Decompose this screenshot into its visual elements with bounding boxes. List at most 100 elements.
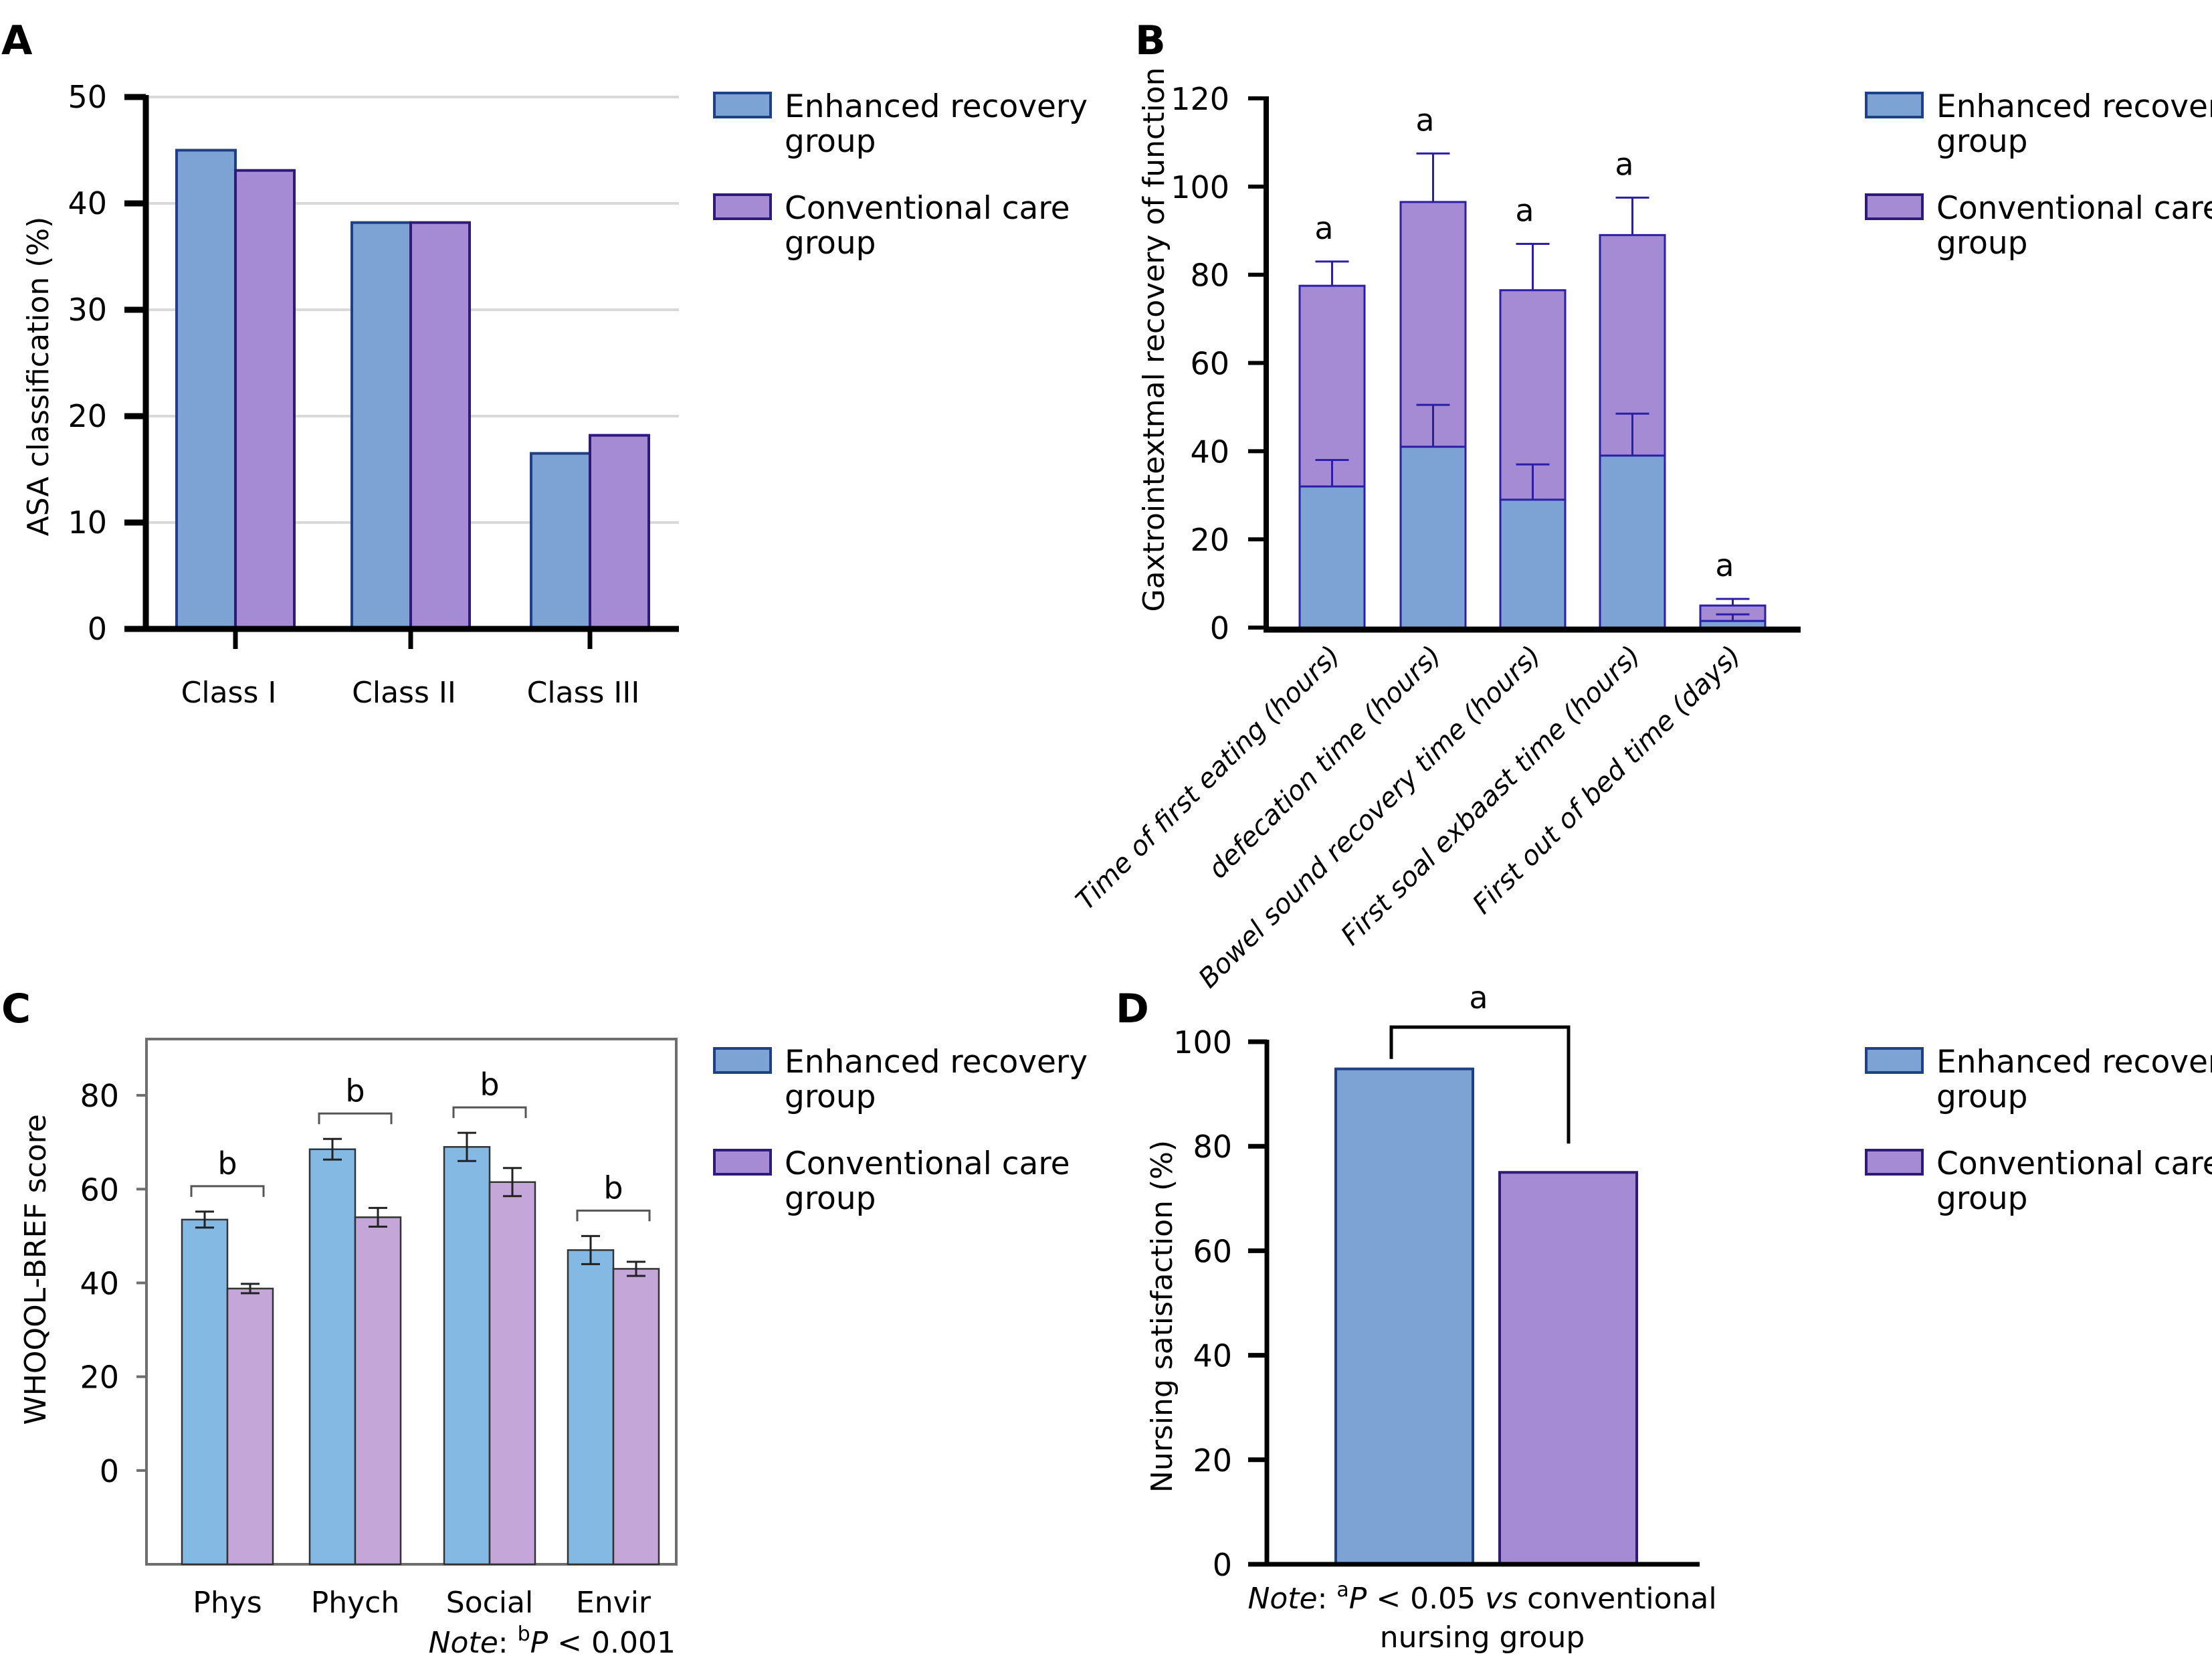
y-tick-label: 100: [1173, 1024, 1232, 1060]
y-tick-label: 20: [68, 398, 107, 434]
legend-label-line1: Enhanced recovery: [785, 1044, 1088, 1081]
significance-bracket: [318, 1112, 393, 1125]
legend-label-line2: group: [1936, 123, 2028, 160]
panel-a: A Class I Class II Class III 0 10 20 30 40 50 ASA …: [1, 17, 1088, 710]
significance-mark: a: [1469, 980, 1488, 1016]
x-tick-label: Bowel sound recovery time (hours): [1193, 640, 1546, 994]
y-tick-label: 0: [1210, 610, 1229, 646]
bar-conventional: [226, 1287, 274, 1566]
y-tick-label: 60: [1190, 346, 1229, 382]
legend-label-line2: group: [1936, 1180, 2028, 1217]
significance-mark: b: [603, 1170, 623, 1206]
significance-mark: a: [1415, 102, 1434, 138]
y-tick-label: 10: [68, 504, 107, 541]
note-line2: nursing group: [1380, 1620, 1585, 1655]
legend-label-line1: Enhanced recovery: [1936, 1044, 2212, 1081]
legend-label-line1: Conventional care: [785, 190, 1070, 227]
bar-conventional: [612, 1268, 660, 1566]
x-tick-label: Social: [446, 1586, 533, 1620]
y-tick-label: 40: [1193, 1338, 1232, 1374]
significance-mark: b: [345, 1073, 365, 1109]
panel-letter-c: C: [1, 986, 31, 1032]
bar-enhanced: [175, 149, 237, 630]
panel-c: C 0 20 40 60 80 b Phys b Phych b Social b Envir WHOQOL…: [1, 986, 1088, 1660]
legend-label-line1: Conventional care: [1936, 190, 2212, 227]
significance-bracket: [1389, 1025, 1571, 1144]
legend-label-line2: group: [785, 1079, 876, 1115]
y-tick-label: 20: [80, 1360, 119, 1396]
y-axis-title: ASA classification (%): [21, 217, 56, 537]
y-tick-label: 0: [88, 611, 107, 647]
panel-letter-a: A: [1, 17, 33, 64]
significance-mark: b: [217, 1145, 237, 1182]
legend-swatch-conventional: [1865, 193, 1924, 220]
bar-conventional: [589, 434, 650, 630]
y-tick-label: 20: [1190, 522, 1229, 558]
y-tick-label: 40: [1190, 434, 1229, 470]
x-tick-label: Class III: [527, 676, 640, 710]
x-tick-label: Envir: [576, 1586, 651, 1620]
note: Note: bP < 0.001: [429, 1622, 676, 1660]
y-tick-label: 120: [1171, 81, 1229, 117]
bar-conventional: [409, 221, 471, 630]
legend-swatch-enhanced: [713, 1047, 772, 1074]
legend-label-line2: group: [785, 123, 876, 160]
panel-letter-d: D: [1116, 986, 1149, 1032]
x-tick-label: Phych: [311, 1586, 400, 1620]
y-tick-label: 50: [68, 79, 107, 115]
panel-letter-b: B: [1135, 17, 1166, 64]
bar-enhanced: [308, 1148, 357, 1566]
x-tick-label: Class I: [181, 676, 277, 710]
legend-swatch-enhanced: [1865, 1047, 1924, 1074]
y-tick-label: 60: [80, 1172, 119, 1208]
y-tick-label: 20: [1193, 1443, 1232, 1479]
bar-enhanced: [350, 221, 412, 630]
y-tick-label: 30: [68, 292, 107, 328]
legend-label-line2: group: [785, 225, 876, 262]
y-tick-label: 60: [1193, 1233, 1232, 1269]
legend-swatch-conventional: [713, 193, 772, 220]
bar-enhanced: [1499, 498, 1567, 629]
legend-swatch-conventional: [1865, 1149, 1924, 1176]
bar-conventional: [488, 1181, 536, 1566]
bar-enhanced: [567, 1249, 615, 1566]
significance-mark: a: [1314, 210, 1333, 246]
legend-label-line2: group: [1936, 1079, 2028, 1115]
legend-label-line1: Enhanced recovery: [785, 88, 1088, 125]
y-tick-label: 40: [68, 185, 107, 221]
y-axis-title: Nursing satisfaction (%): [1145, 1140, 1179, 1493]
y-tick-label: 100: [1171, 169, 1229, 205]
x-tick-label: Phys: [193, 1586, 262, 1620]
bar-enhanced: [1298, 485, 1366, 629]
y-tick-label: 40: [80, 1265, 119, 1301]
plot-frame: [145, 1038, 678, 1566]
bar-conventional: [1498, 1171, 1638, 1566]
legend-swatch-conventional: [713, 1149, 772, 1176]
legend-label-line1: Conventional care: [1936, 1145, 2212, 1182]
bar-enhanced: [1334, 1067, 1474, 1566]
significance-mark: a: [1615, 146, 1633, 182]
bar-conventional: [234, 169, 296, 630]
legend-label-line1: Enhanced recovery: [1936, 88, 2212, 125]
bar-enhanced: [181, 1218, 229, 1566]
bar-enhanced: [1399, 446, 1467, 629]
significance-bracket: [190, 1185, 265, 1197]
bar-enhanced: [530, 452, 591, 631]
bar-conventional: [354, 1216, 402, 1566]
bar-enhanced: [1599, 454, 1666, 629]
significance-bracket: [576, 1209, 651, 1222]
note-line1: Note: aP < 0.05 vs conventional: [1247, 1578, 1716, 1616]
significance-mark: b: [480, 1066, 499, 1103]
legend-swatch-enhanced: [1865, 92, 1924, 118]
significance-mark: a: [1515, 193, 1534, 229]
